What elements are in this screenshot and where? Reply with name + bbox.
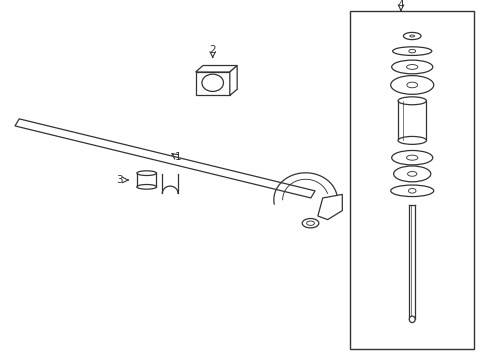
Ellipse shape: [391, 150, 432, 165]
Polygon shape: [229, 66, 237, 95]
Ellipse shape: [408, 316, 414, 323]
Ellipse shape: [406, 82, 417, 88]
Ellipse shape: [306, 221, 314, 225]
Bar: [349, 11, 473, 349]
Polygon shape: [317, 194, 342, 220]
Ellipse shape: [397, 97, 426, 105]
Ellipse shape: [391, 60, 432, 74]
Ellipse shape: [392, 47, 431, 55]
Polygon shape: [15, 119, 314, 198]
Ellipse shape: [407, 189, 415, 193]
Ellipse shape: [137, 184, 156, 189]
Ellipse shape: [390, 185, 433, 197]
Ellipse shape: [390, 76, 433, 94]
Ellipse shape: [406, 64, 417, 69]
Ellipse shape: [393, 166, 430, 182]
Ellipse shape: [407, 171, 416, 176]
Ellipse shape: [302, 219, 318, 228]
Ellipse shape: [403, 32, 420, 40]
Ellipse shape: [406, 155, 417, 160]
Text: 1: 1: [175, 152, 182, 162]
Polygon shape: [195, 72, 229, 95]
Ellipse shape: [397, 136, 426, 144]
Ellipse shape: [202, 74, 223, 91]
Ellipse shape: [408, 49, 415, 53]
Ellipse shape: [137, 171, 156, 175]
Polygon shape: [195, 66, 237, 72]
Text: 3: 3: [116, 175, 123, 185]
Ellipse shape: [409, 35, 414, 37]
Text: 4: 4: [397, 0, 404, 10]
Text: 2: 2: [209, 45, 216, 55]
